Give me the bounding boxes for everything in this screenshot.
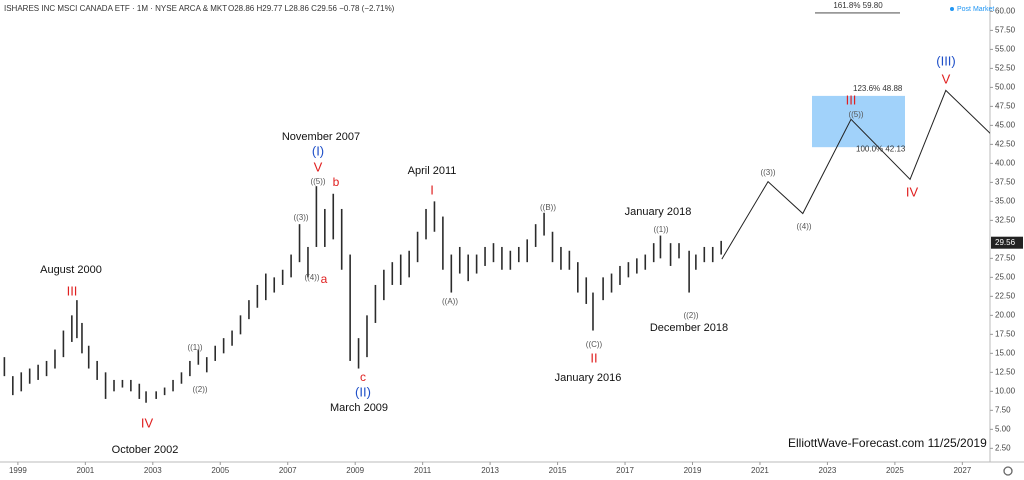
x-tick-label: 2025 <box>886 466 904 475</box>
wave-label: a <box>321 272 328 286</box>
x-tick-label: 1999 <box>9 466 27 475</box>
x-tick-label: 2021 <box>751 466 769 475</box>
wave-label: (II) <box>355 384 371 399</box>
x-tick-label: 2023 <box>819 466 837 475</box>
x-tick-label: 2003 <box>144 466 162 475</box>
wave-label: c <box>360 370 366 384</box>
projection-line <box>721 89 990 260</box>
y-tick-label: 45.00 <box>995 120 1016 129</box>
x-tick-label: 2001 <box>76 466 94 475</box>
y-tick-label: 37.50 <box>995 177 1016 186</box>
fib-box <box>812 95 905 148</box>
wave-label: ((B)) <box>540 203 556 212</box>
y-tick-label: 52.50 <box>995 63 1016 72</box>
wave-label: April 2011 <box>408 165 457 177</box>
wave-label: ((4)) <box>304 273 319 282</box>
fib-label: 100.0% 42.13 <box>856 144 906 153</box>
x-tick-label: 2019 <box>684 466 702 475</box>
x-tick-label: 2011 <box>414 466 432 475</box>
wave-label: b <box>333 175 340 189</box>
quote: O28.86 H29.77 L28.86 C29.56 −0.78 (−2.71… <box>228 4 395 13</box>
y-tick-label: 12.50 <box>995 367 1016 376</box>
wave-label: ((2)) <box>192 385 207 394</box>
y-tick-label: 57.50 <box>995 26 1016 35</box>
wave-label: October 2002 <box>112 444 179 456</box>
gear[interactable] <box>1003 466 1013 476</box>
wave-label: ((4)) <box>796 222 811 231</box>
wave-label: November 2007 <box>282 131 360 143</box>
y-tick-label: 40.00 <box>995 158 1016 167</box>
x-tick-label: 2015 <box>549 466 567 475</box>
wave-label: I <box>430 182 434 197</box>
wave-label: V <box>942 71 951 86</box>
settings-icon[interactable] <box>1003 466 1013 476</box>
wave-label: II <box>590 350 597 365</box>
wave-label: December 2018 <box>650 322 728 334</box>
wave-label: ((C)) <box>586 340 603 349</box>
y-tick-label: 22.50 <box>995 291 1016 300</box>
wave-label: (III) <box>936 53 956 68</box>
y-tick-label: 27.50 <box>995 253 1016 262</box>
wave-label: ((A)) <box>442 297 458 306</box>
wave-label: ((3)) <box>293 213 308 222</box>
wave-label: ((5)) <box>310 177 325 186</box>
y-tick-label: 25.00 <box>995 272 1016 281</box>
x-tick-label: 2009 <box>346 466 364 475</box>
x-tick-label: 2013 <box>481 466 499 475</box>
wave-label: January 2018 <box>625 206 692 218</box>
x-tick-label: 2017 <box>616 466 634 475</box>
watermark: ElliottWave-Forecast.com 11/25/2019 <box>788 436 987 450</box>
y-tick-label: 10.00 <box>995 386 1016 395</box>
wave-label: III <box>67 283 78 298</box>
post-market-dot <box>950 7 954 11</box>
fib-label: 161.8% 59.80 <box>833 1 883 10</box>
wave-label: August 2000 <box>40 264 102 276</box>
wave-label: V <box>314 159 323 174</box>
chart-title: ISHARES INC MSCI CANADA ETF · 1M · NYSE … <box>4 4 227 13</box>
x-tick-label: 2007 <box>279 466 297 475</box>
wave-label: ((5)) <box>848 110 863 119</box>
y-tick-label: 17.50 <box>995 329 1016 338</box>
x-tick-label: 2005 <box>211 466 229 475</box>
fib-label: 123.6% 48.88 <box>853 84 903 93</box>
y-tick-label: 47.50 <box>995 101 1016 110</box>
wave-label: ((1)) <box>187 343 202 352</box>
y-tick-label: 35.00 <box>995 196 1016 205</box>
y-tick-label: 2.50 <box>995 443 1011 452</box>
y-tick-label: 60.00 <box>995 7 1016 16</box>
wave-label: IV <box>906 184 919 199</box>
x-tick-label: 2027 <box>953 466 971 475</box>
y-tick-label: 42.50 <box>995 139 1016 148</box>
wave-label: January 2016 <box>555 372 622 384</box>
y-tick-label: 50.00 <box>995 82 1016 91</box>
wave-label: ((2)) <box>683 311 698 320</box>
wave-label: IV <box>141 415 154 430</box>
wave-label: March 2009 <box>330 402 388 414</box>
wave-label: III <box>846 92 857 107</box>
y-tick-label: 15.00 <box>995 348 1016 357</box>
y-tick-label: 32.50 <box>995 215 1016 224</box>
post-market: Post Market <box>957 6 994 13</box>
wave-label: ((1)) <box>653 225 668 234</box>
y-tick-label: 7.50 <box>995 405 1011 414</box>
y-tick-label: 5.00 <box>995 424 1011 433</box>
y-tick-label: 20.00 <box>995 310 1016 319</box>
wave-label: (I) <box>312 143 324 158</box>
y-tick-label: 55.00 <box>995 45 1016 54</box>
last-price-label: 29.56 <box>995 238 1016 247</box>
last-price-box <box>991 236 1023 249</box>
wave-label: ((3)) <box>760 168 775 177</box>
plot-area <box>3 12 990 403</box>
